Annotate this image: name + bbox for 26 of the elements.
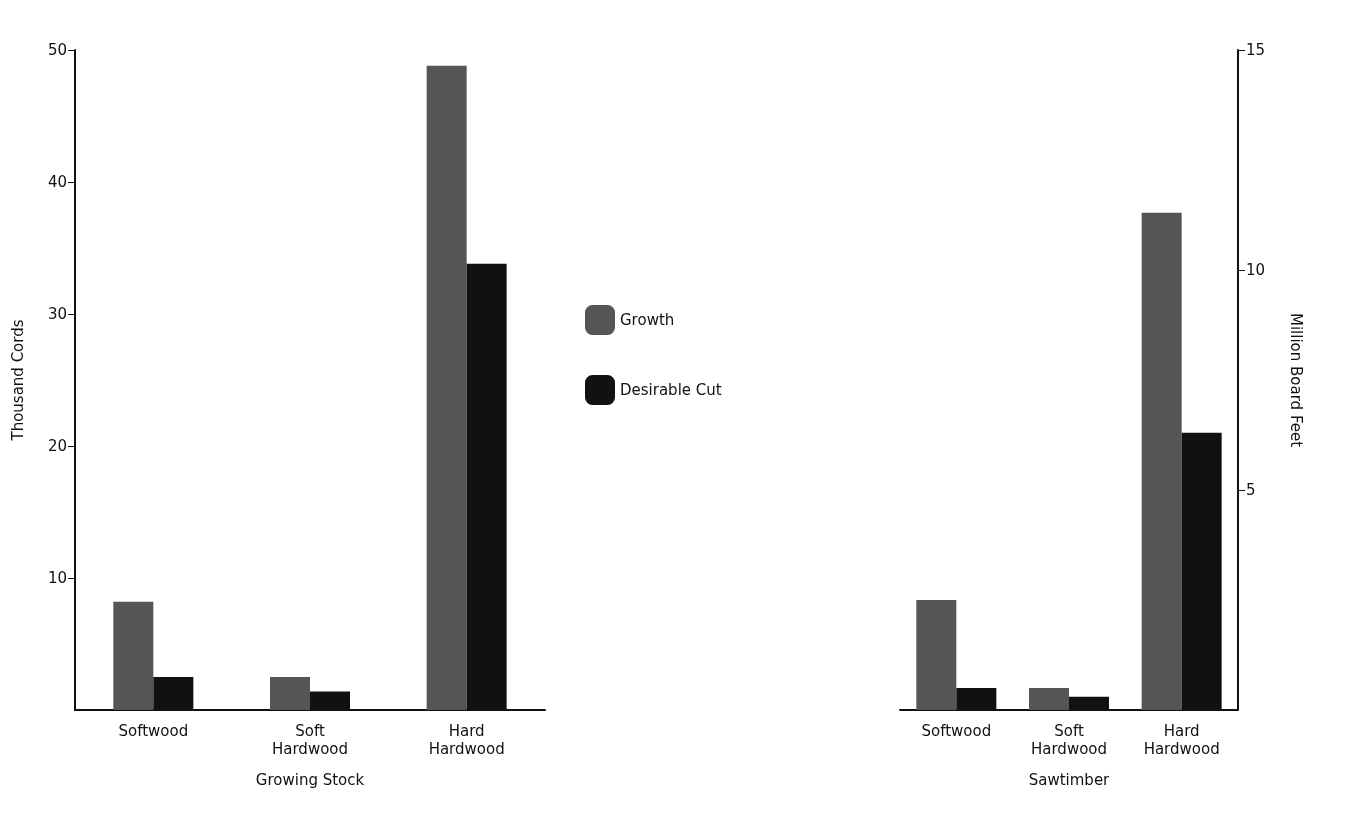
legend-label: Desirable Cut (620, 381, 722, 399)
x-tick-label: Softwood (118, 722, 189, 740)
x-tick-label: Soft Hardwood (271, 722, 349, 758)
x-tick-label: Soft Hardwood (1030, 722, 1108, 758)
y-tick-label: 30 (47, 305, 67, 323)
bar (1141, 212, 1182, 710)
y-tick-label: 50 (47, 41, 67, 59)
y-axis-title: Thousand Cords (8, 319, 27, 442)
y-tick-label: 20 (47, 437, 67, 455)
y2-tick-label: 10 (1246, 261, 1266, 279)
y-tick-label: 10 (47, 569, 67, 587)
bar (270, 677, 310, 710)
y-tick-label: 40 (47, 173, 67, 191)
x-axis-title: Growing Stock (255, 770, 365, 789)
x-tick-label: Hard Hardwood (428, 722, 505, 758)
bar (113, 601, 154, 710)
bar (1029, 688, 1069, 710)
bar (426, 65, 467, 710)
legend-label: Growth (620, 311, 675, 329)
y2-tick-label: 5 (1246, 481, 1256, 499)
x-tick-label: Hard Hardwood (1143, 722, 1220, 758)
y2-tick-label: 15 (1246, 41, 1266, 59)
bar (916, 600, 957, 710)
y2-axis-title: Million Board Feet (1286, 312, 1305, 448)
x-axis-title: Sawtimber (1028, 770, 1111, 789)
x-tick-label: Softwood (921, 722, 992, 740)
